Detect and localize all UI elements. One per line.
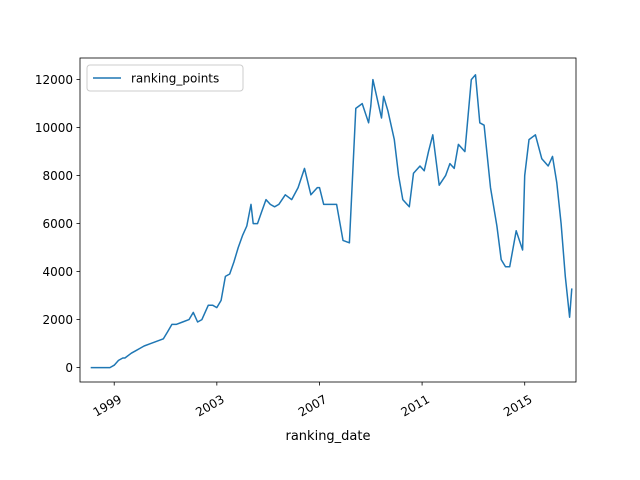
y-tick-label: 0 xyxy=(65,361,73,375)
y-tick-label: 4000 xyxy=(42,265,73,279)
y-tick-label: 10000 xyxy=(35,121,73,135)
y-tick-label: 12000 xyxy=(35,73,73,87)
plot-frame xyxy=(79,57,577,383)
y-tick-label: 8000 xyxy=(42,169,73,183)
legend-label: ranking_points xyxy=(131,72,219,86)
x-tick-label: 1999 xyxy=(91,392,124,419)
y-axis-ticks: 0 2000 4000 6000 8000 10000 12000 xyxy=(35,73,80,375)
x-axis-ticks: 1999 2003 2007 2011 2015 xyxy=(91,382,535,419)
x-axis-label: ranking_date xyxy=(286,429,371,444)
plot-background xyxy=(80,58,576,382)
series-line-ranking-points xyxy=(90,74,573,369)
y-tick-label: 2000 xyxy=(42,313,73,327)
x-tick-label: 2015 xyxy=(501,392,534,419)
legend-box xyxy=(86,64,244,92)
legend: ranking_points xyxy=(86,64,244,92)
x-tick-label: 2007 xyxy=(296,392,329,419)
y-tick-label: 6000 xyxy=(42,217,73,231)
x-tick-label: 2003 xyxy=(193,392,226,419)
x-tick-label: 2011 xyxy=(399,392,432,419)
